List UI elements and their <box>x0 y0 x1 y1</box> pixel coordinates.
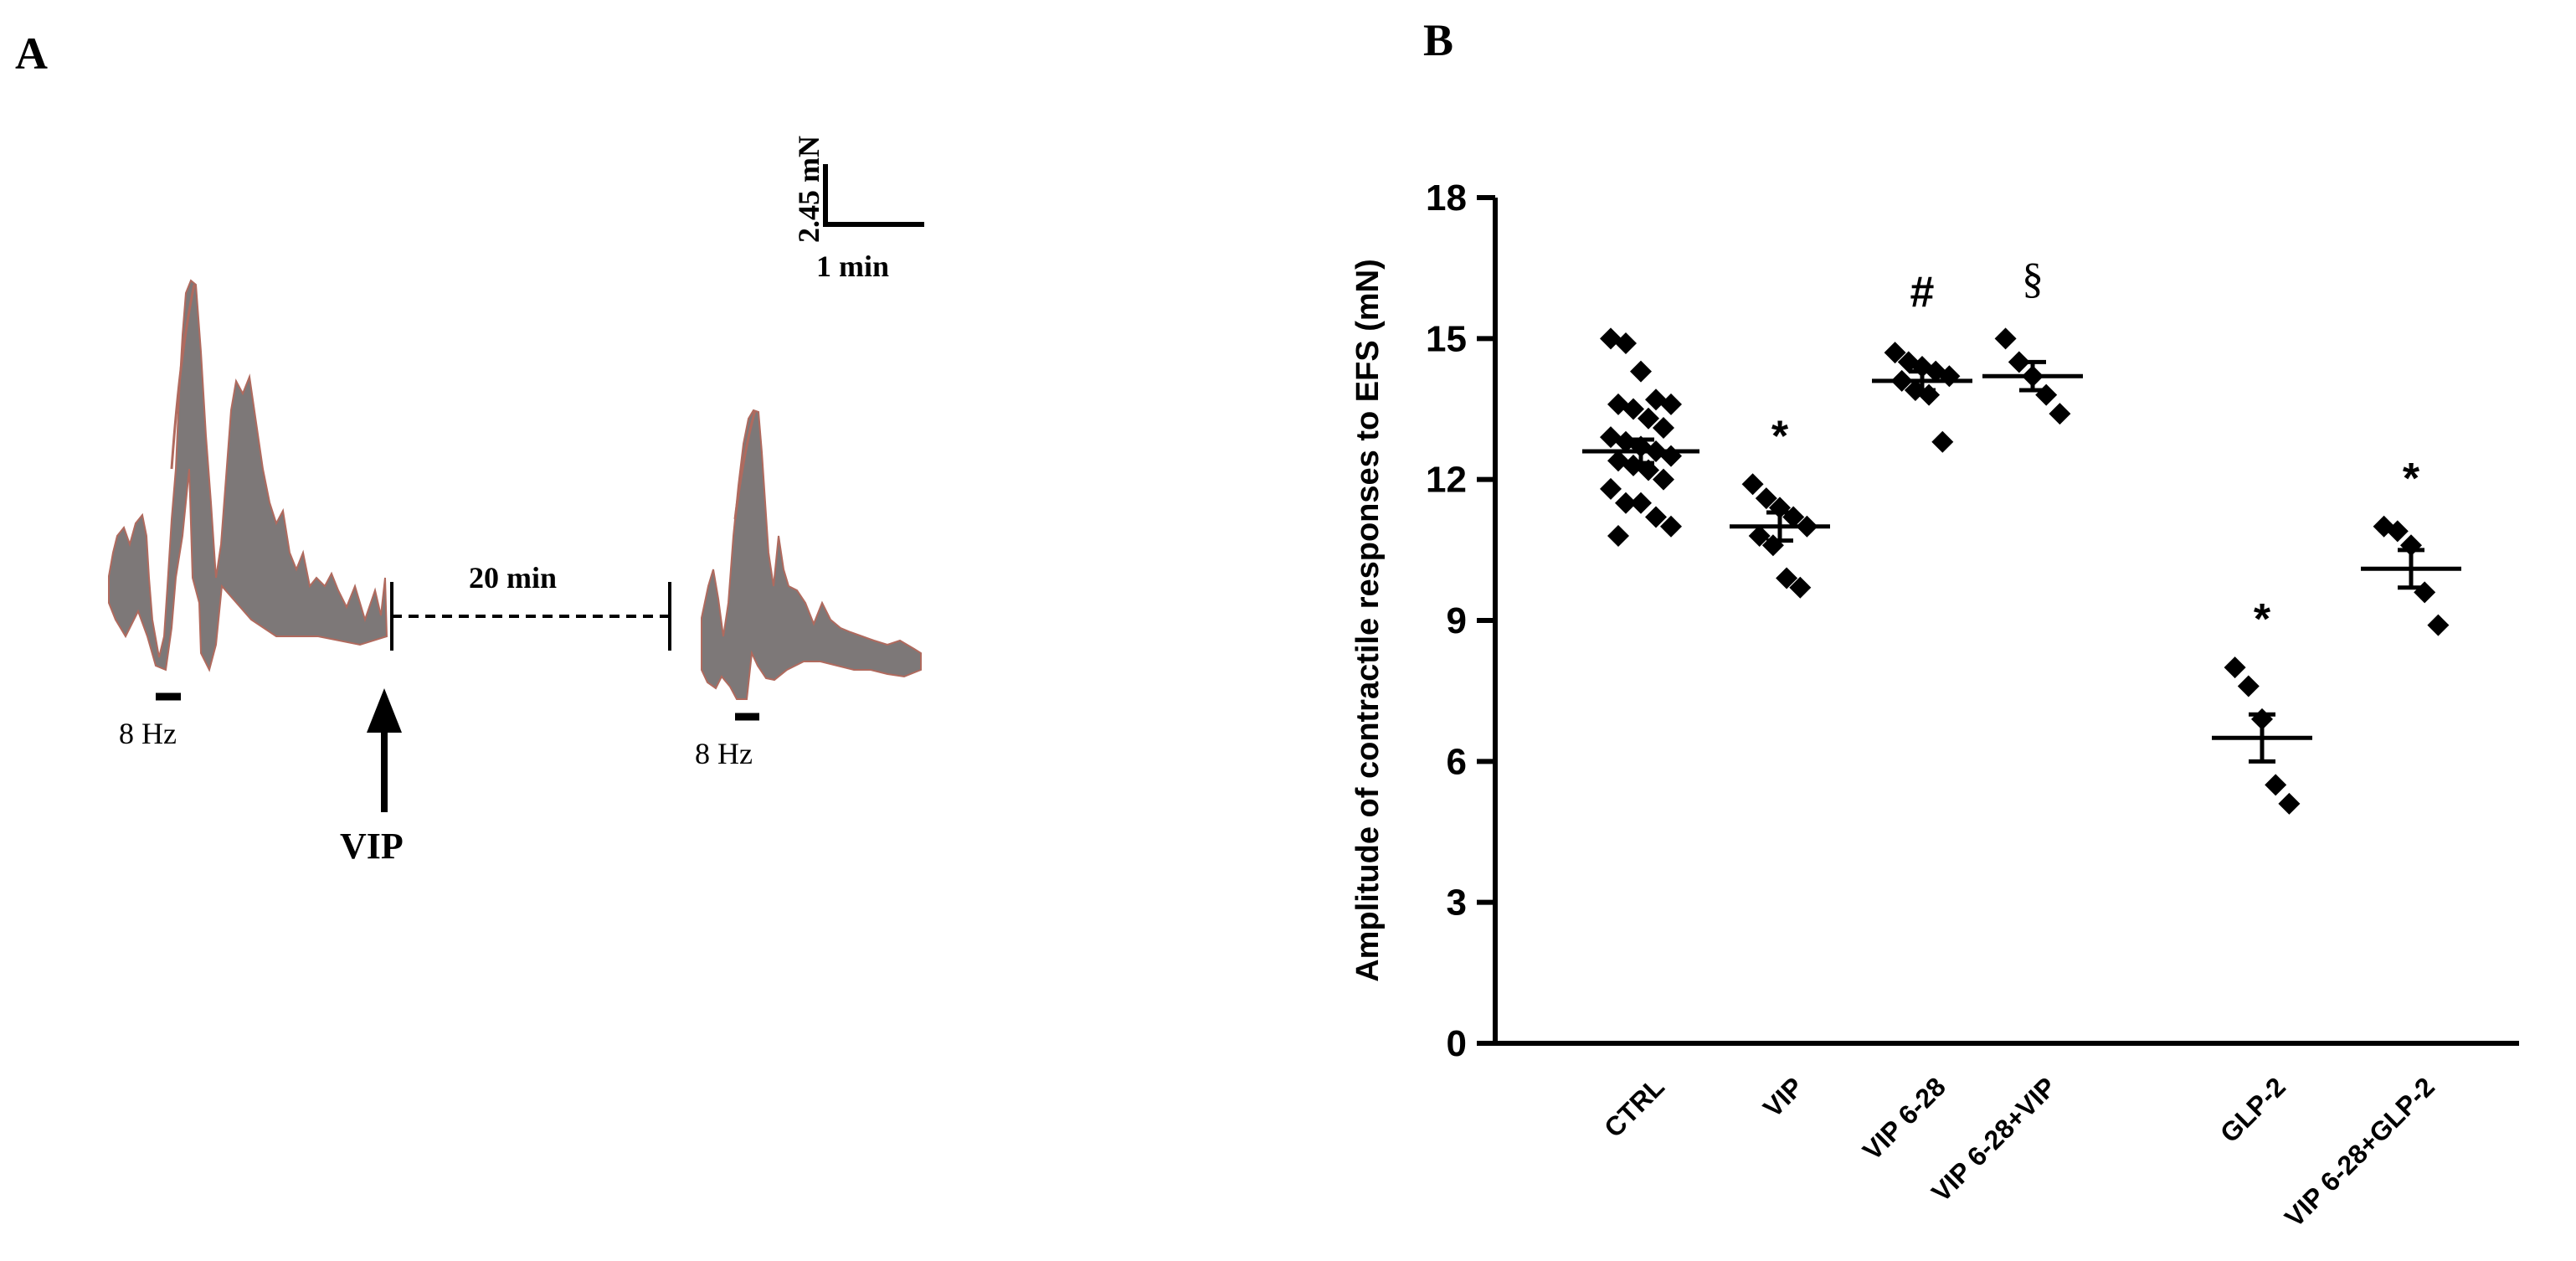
data-point <box>2278 792 2301 815</box>
data-point <box>1776 567 1798 589</box>
trace-2-shape <box>701 409 922 700</box>
interval-indicator: 20 min <box>390 561 671 651</box>
trace-before-vip: 8 Hz <box>108 279 388 750</box>
data-point <box>2224 656 2246 679</box>
data-point <box>2035 383 2058 406</box>
data-point <box>2386 520 2409 543</box>
group-3: § <box>1982 255 2083 425</box>
scatter-chart: Amplitude of contractile responses to EF… <box>1350 178 2519 1233</box>
y-tick-label: 6 <box>1447 741 1467 782</box>
group-1: * <box>1730 412 1830 599</box>
significance-marker: * <box>2254 595 2271 644</box>
data-point <box>1884 342 1906 364</box>
x-category-label: GLP-2 <box>2214 1071 2291 1148</box>
panel-a-letter: A <box>15 28 48 79</box>
significance-marker: # <box>1910 268 1935 317</box>
data-point <box>1653 416 1674 439</box>
panel-b: B Amplitude of contractile responses to … <box>1350 15 2519 1233</box>
group-5: * <box>2361 455 2461 636</box>
trace-2-rise <box>733 409 757 520</box>
data-point <box>1653 468 1674 491</box>
data-point <box>2049 403 2071 425</box>
y-ticks: 0 3 6 9 12 15 18 <box>1426 178 1495 1064</box>
trace-1-rise <box>170 284 196 470</box>
scale-bar: 2.45 mN 1 min <box>792 136 924 283</box>
group-0 <box>1582 327 1699 547</box>
data-point <box>1638 407 1659 430</box>
data-point <box>1645 506 1667 528</box>
stimulus-label-2: 8 Hz <box>695 737 753 770</box>
data-point <box>1630 492 1652 514</box>
trace-1-shape <box>108 279 388 672</box>
x-category-label: VIP 6-28+GLP-2 <box>2279 1071 2440 1233</box>
stimulus-label-1: 8 Hz <box>119 717 177 750</box>
data-point <box>1748 525 1771 547</box>
y-axis-label: Amplitude of contractile responses to EF… <box>1350 259 1386 982</box>
scale-bar-horizontal-label: 1 min <box>816 250 889 283</box>
panel-a: A 2.45 mN 1 min 8 Hz VIP 20 min <box>15 28 924 867</box>
data-point <box>1607 525 1629 547</box>
data-point <box>2265 774 2287 796</box>
trace-after-vip: 8 Hz <box>695 409 922 770</box>
data-point <box>1615 492 1637 514</box>
data-point <box>1660 393 1682 415</box>
data-point <box>1755 487 1777 510</box>
data-point <box>2237 675 2260 697</box>
data-point <box>1630 360 1652 383</box>
y-tick-label: 3 <box>1447 883 1467 924</box>
significance-marker: * <box>2403 455 2420 503</box>
interval-label: 20 min <box>469 561 557 594</box>
data-point <box>2008 351 2030 373</box>
panel-b-letter: B <box>1423 15 1453 65</box>
data-point <box>1741 473 1764 496</box>
vip-arrow-head <box>367 688 402 733</box>
data-point <box>2414 581 2436 604</box>
data-groups: * # § * * <box>1582 255 2461 815</box>
vip-arrow-label: VIP <box>340 826 404 867</box>
y-tick-label: 18 <box>1426 178 1467 219</box>
data-point <box>1600 477 1622 500</box>
scale-bar-vertical-label: 2.45 mN <box>792 136 825 243</box>
y-tick-label: 0 <box>1447 1023 1467 1064</box>
data-point <box>1931 430 1954 453</box>
significance-marker: * <box>1771 412 1789 461</box>
vip-arrow: VIP <box>340 688 404 867</box>
significance-marker: § <box>2022 255 2044 302</box>
data-point <box>1615 332 1637 354</box>
data-point <box>1660 515 1682 538</box>
group-2: # <box>1872 268 1972 453</box>
y-tick-label: 9 <box>1447 600 1467 641</box>
y-tick-label: 15 <box>1426 318 1467 359</box>
data-point <box>2427 614 2450 636</box>
data-point <box>1789 576 1812 599</box>
data-point <box>1622 398 1644 420</box>
group-4: * <box>2212 595 2312 815</box>
x-category-label: VIP <box>1757 1071 1809 1123</box>
y-tick-label: 12 <box>1426 460 1467 501</box>
x-category-label: CTRL <box>1598 1071 1670 1143</box>
x-category-label: VIP 6-28 <box>1857 1071 1951 1166</box>
data-point <box>1994 327 2017 350</box>
